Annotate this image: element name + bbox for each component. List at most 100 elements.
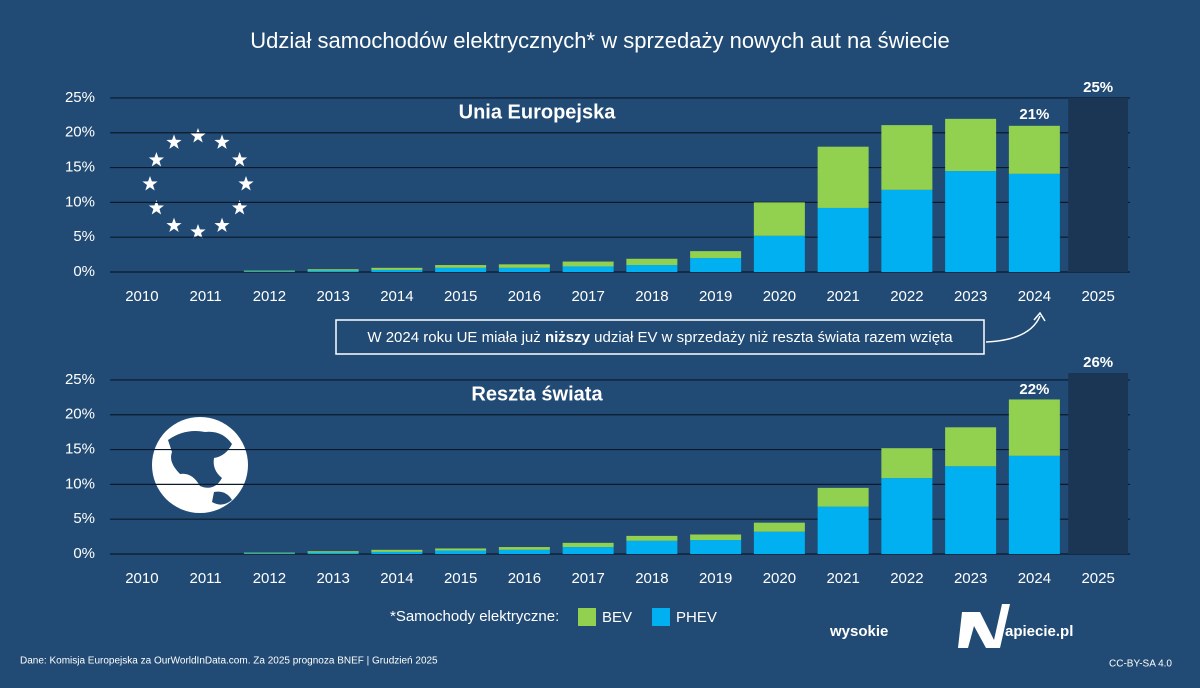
eu-star (214, 217, 230, 232)
bar (371, 269, 423, 272)
bar (243, 552, 295, 554)
x-tick-label: 2024 (1018, 288, 1051, 305)
bar (881, 448, 933, 479)
page-title: Udział samochodów elektrycznych* w sprze… (250, 28, 949, 53)
bar (435, 267, 487, 272)
bar (626, 535, 678, 541)
bar (945, 466, 997, 554)
bar (817, 146, 869, 208)
eu-star (232, 152, 248, 167)
bar (371, 549, 423, 552)
x-tick-label: 2025 (1081, 288, 1114, 305)
bar (945, 118, 997, 172)
callout-bold: niższy (545, 329, 591, 346)
eu-star (190, 224, 206, 239)
eu-star (238, 176, 254, 191)
bar (243, 270, 295, 272)
legend-title: *Samochody elektryczne: (390, 608, 559, 625)
bar (1008, 455, 1060, 554)
eu-star (232, 200, 248, 215)
y-tick-label: 0% (73, 545, 95, 562)
x-tick-label: 2010 (125, 288, 158, 305)
y-tick-label: 25% (65, 89, 95, 106)
legend-label: BEV (602, 609, 632, 626)
x-tick-label: 2016 (508, 570, 541, 587)
x-tick-label: 2013 (316, 570, 349, 587)
y-tick-label: 20% (65, 124, 95, 141)
x-tick-label: 2020 (763, 570, 796, 587)
callout-arrow (985, 315, 1041, 343)
bar (753, 235, 805, 272)
x-tick-label: 2014 (380, 288, 413, 305)
eu-star (142, 176, 158, 191)
x-tick-label: 2019 (699, 288, 732, 305)
bar (562, 266, 614, 272)
y-tick-label: 10% (65, 475, 95, 492)
forecast-label: 25% (1083, 79, 1113, 96)
logo: wysokie (829, 623, 888, 640)
bar (307, 270, 359, 272)
y-tick-label: 10% (65, 193, 95, 210)
y-tick-label: 15% (65, 159, 95, 176)
bar (371, 267, 423, 270)
bar (307, 552, 359, 554)
bar (626, 540, 678, 554)
x-tick-label: 2011 (189, 288, 221, 305)
callout-text: W 2024 roku UE miała już (367, 329, 545, 346)
bar (945, 427, 997, 467)
bar (498, 549, 550, 554)
bar (498, 547, 550, 550)
x-tick-label: 2016 (508, 288, 541, 305)
bar (562, 547, 614, 554)
x-tick-label: 2018 (635, 288, 668, 305)
bar (498, 267, 550, 272)
bar (1008, 173, 1060, 272)
x-tick-label: 2017 (571, 570, 604, 587)
bar (881, 125, 933, 190)
bar (881, 478, 933, 554)
bar (1008, 125, 1060, 174)
legend-swatch (578, 608, 596, 626)
bar (562, 542, 614, 548)
globe (152, 417, 248, 513)
bar (307, 269, 359, 271)
bar (753, 202, 805, 236)
eu-star (214, 134, 230, 149)
legend-label: PHEV (676, 609, 717, 626)
bar (626, 258, 678, 266)
bar (435, 548, 487, 551)
x-tick-label: 2012 (253, 570, 286, 587)
x-tick-label: 2018 (635, 570, 668, 587)
forecast-label: 26% (1083, 354, 1113, 371)
legend-swatch (652, 608, 670, 626)
bar (817, 506, 869, 554)
x-tick-label: 2021 (826, 570, 859, 587)
bar (243, 553, 295, 554)
x-tick-label: 2023 (954, 288, 987, 305)
eu-star (148, 200, 164, 215)
bar (435, 550, 487, 554)
y-tick-label: 5% (73, 510, 95, 527)
eu-star (190, 128, 206, 143)
bar (690, 534, 742, 541)
x-tick-label: 2011 (189, 570, 221, 587)
y-tick-label: 20% (65, 406, 95, 423)
bar (690, 258, 742, 272)
bar (690, 251, 742, 259)
callout: W 2024 roku UE miała już niższy udział E… (367, 329, 953, 346)
x-tick-label: 2019 (699, 570, 732, 587)
x-tick-label: 2024 (1018, 570, 1051, 587)
x-tick-label: 2022 (890, 288, 923, 305)
forecast-bar (1068, 97, 1128, 272)
bar (371, 551, 423, 554)
x-tick-label: 2013 (316, 288, 349, 305)
y-tick-label: 0% (73, 263, 95, 280)
x-tick-label: 2023 (954, 570, 987, 587)
bar (243, 271, 295, 272)
y-tick-label: 15% (65, 441, 95, 458)
bar (881, 189, 933, 272)
bar (1008, 399, 1060, 456)
bar (498, 264, 550, 268)
x-tick-label: 2020 (763, 288, 796, 305)
